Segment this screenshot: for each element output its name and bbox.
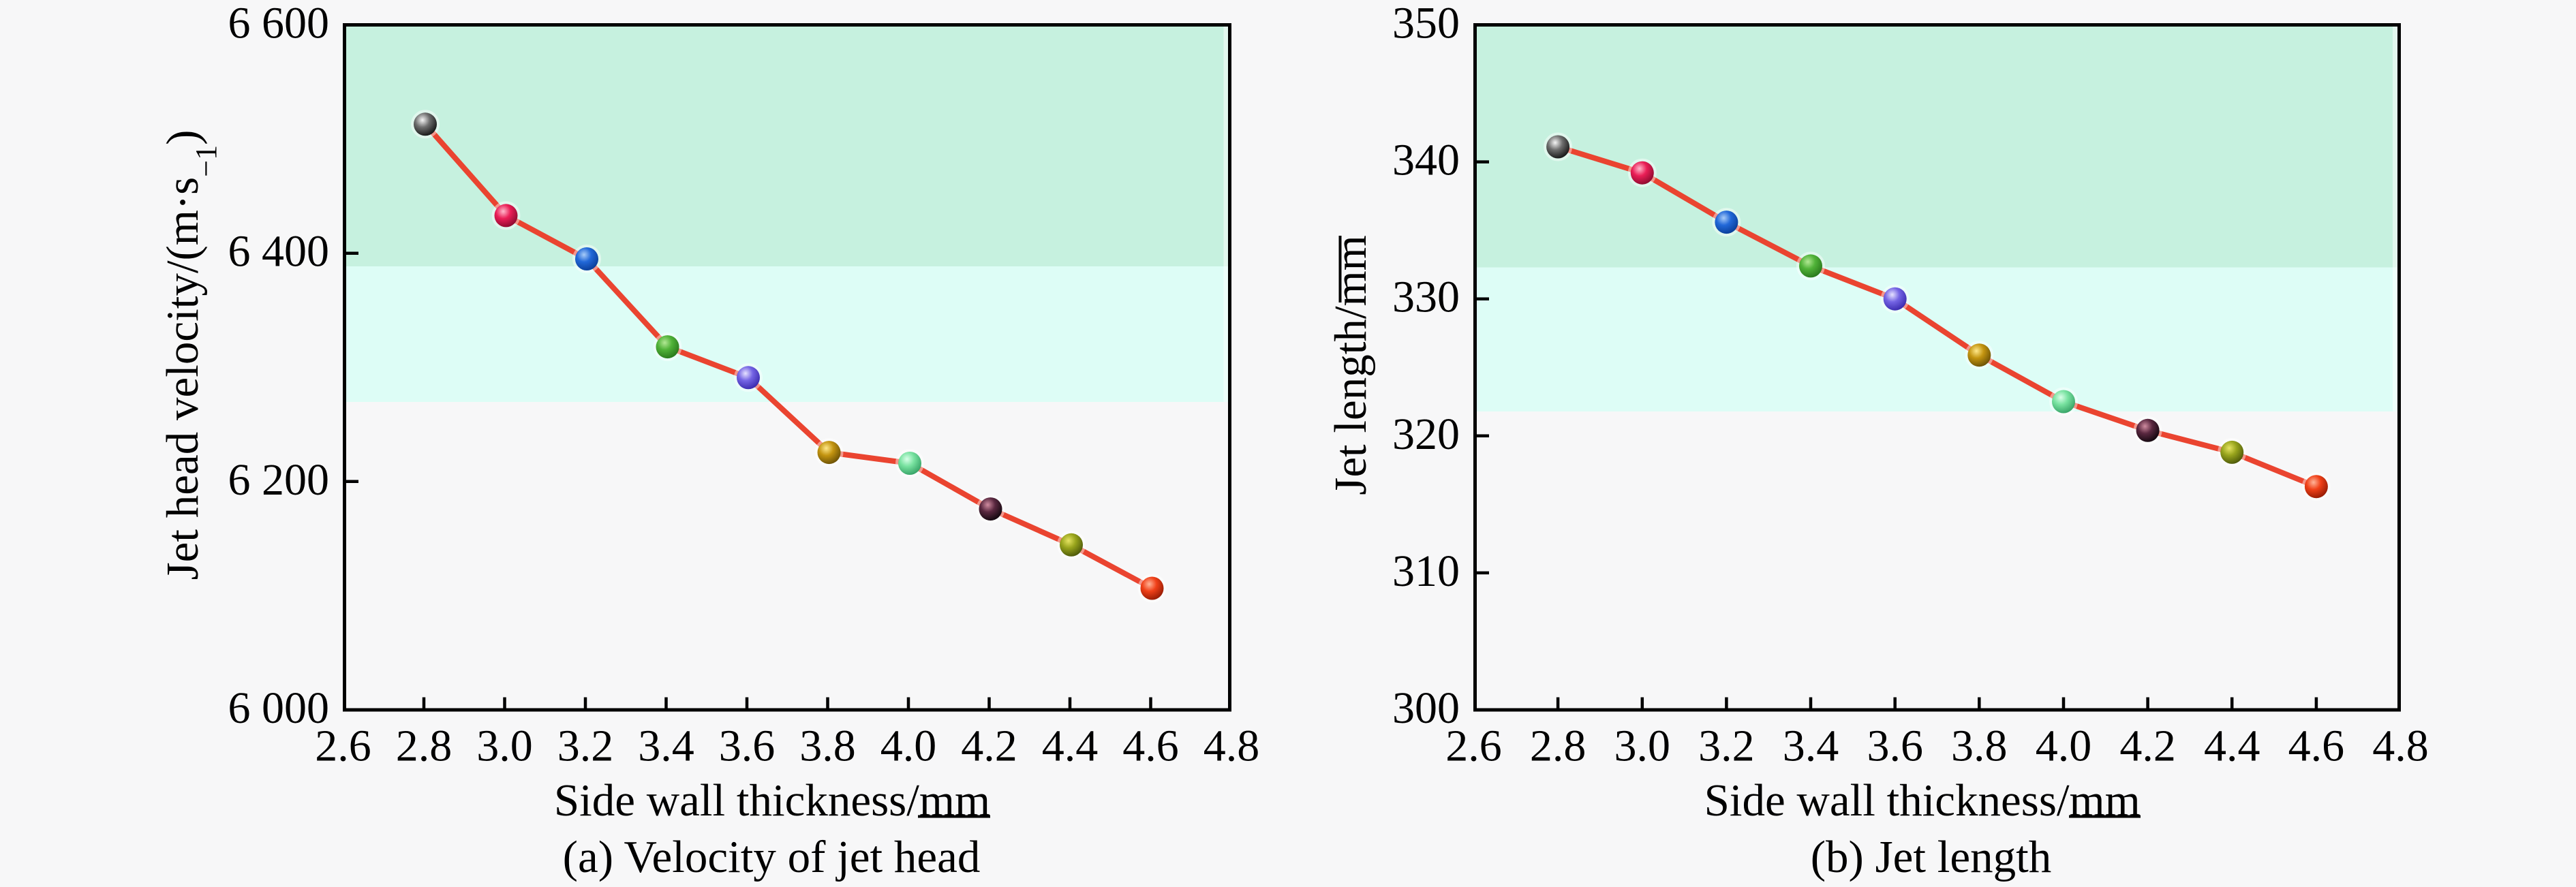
svg-text:3.8: 3.8 [1951,721,2008,771]
svg-text:4.0: 4.0 [2036,721,2092,771]
svg-text:4.8: 4.8 [1203,721,1260,771]
svg-text:4.8: 4.8 [2372,721,2429,771]
svg-text:3.8: 3.8 [799,721,856,771]
svg-text:6 000: 6 000 [228,683,330,733]
svg-text:2.8: 2.8 [396,721,453,771]
svg-text:300: 300 [1392,683,1460,733]
svg-text:3.2: 3.2 [557,721,614,771]
svg-text:2.6: 2.6 [315,721,371,771]
svg-text:3.4: 3.4 [638,721,694,771]
svg-text:2.8: 2.8 [1530,721,1586,771]
svg-text:Side wall thickness/mm: Side wall thickness/mm [1704,775,2141,826]
svg-text:Jet length/mm: Jet length/mm [1325,235,1376,495]
svg-text:3.6: 3.6 [719,721,776,771]
svg-text:6 600: 6 600 [228,0,330,48]
svg-text:4.2: 4.2 [961,721,1017,771]
svg-text:4.2: 4.2 [2119,721,2176,771]
svg-text:3.4: 3.4 [1783,721,1839,771]
svg-text:3.2: 3.2 [1698,721,1755,771]
svg-text:320: 320 [1392,409,1460,459]
svg-text:340: 340 [1392,136,1460,185]
svg-text:3.0: 3.0 [1614,721,1671,771]
svg-text:4.4: 4.4 [1042,721,1099,771]
svg-text:310: 310 [1392,546,1460,596]
svg-text:3.0: 3.0 [476,721,533,771]
svg-text:6 200: 6 200 [228,455,330,505]
svg-text:2.6: 2.6 [1445,721,1502,771]
svg-text:4.0: 4.0 [880,721,937,771]
svg-text:3.6: 3.6 [1867,721,1923,771]
svg-text:330: 330 [1392,273,1460,322]
svg-text:4.4: 4.4 [2204,721,2260,771]
svg-text:4.6: 4.6 [1122,721,1179,771]
svg-text:4.6: 4.6 [2288,721,2345,771]
svg-text:(a) Velocity of jet head: (a) Velocity of jet head [563,832,981,882]
svg-text:Side wall thickness/mm: Side wall thickness/mm [554,775,990,826]
svg-text:6 400: 6 400 [228,227,330,277]
svg-text:350: 350 [1392,0,1460,48]
svg-text:(b) Jet length: (b) Jet length [1811,832,2052,882]
